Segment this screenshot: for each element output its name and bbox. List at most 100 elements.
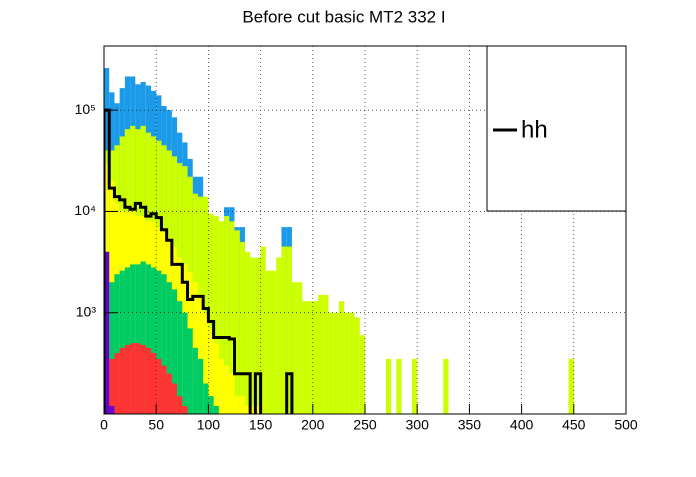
bar: [271, 270, 277, 414]
bar: [349, 312, 355, 414]
bar: [197, 358, 204, 414]
bar: [302, 301, 308, 414]
bar: [323, 294, 329, 414]
x-tick-label: 400: [510, 417, 534, 433]
bar: [286, 246, 292, 414]
bar: [312, 301, 319, 414]
bar: [203, 196, 209, 414]
bar: [130, 264, 136, 414]
bar: [156, 358, 162, 414]
bar: [255, 405, 261, 414]
bar: [354, 317, 360, 414]
line-series: [104, 108, 252, 414]
bar: [213, 405, 219, 414]
bar: [318, 294, 324, 414]
bar: [203, 312, 209, 414]
bar: [182, 405, 188, 414]
bar: [224, 365, 230, 414]
bar: [213, 343, 219, 414]
bar: [114, 274, 120, 414]
bar: [166, 373, 172, 414]
bar: [203, 383, 209, 414]
bar: [150, 353, 157, 414]
bar: [443, 358, 449, 414]
legend-label: hh: [521, 116, 548, 143]
bar: [208, 328, 214, 414]
bar: [109, 358, 115, 414]
bar: [344, 312, 350, 414]
bar: [171, 289, 178, 414]
bar: [385, 358, 392, 414]
bar: [182, 312, 188, 414]
bar: [140, 261, 146, 414]
bar: [145, 264, 151, 414]
bar: [192, 347, 198, 414]
bar: [130, 343, 136, 414]
bar: [145, 347, 151, 414]
bar: [161, 274, 167, 414]
bar: [124, 345, 131, 414]
x-tick-label: 100: [197, 417, 221, 433]
x-tick-label: 450: [562, 417, 586, 433]
bar: [208, 213, 214, 414]
bar: [291, 282, 298, 414]
y-tick-label: 10⁵: [75, 101, 96, 117]
bar: [109, 405, 115, 414]
bar: [281, 246, 287, 414]
bar: [124, 267, 131, 414]
x-tick-label: 300: [406, 417, 430, 433]
x-tick-label: 50: [148, 417, 164, 433]
x-tick-label: 0: [100, 417, 108, 433]
bar: [338, 301, 345, 414]
bar: [171, 383, 178, 414]
bar: [119, 347, 125, 414]
bar: [140, 345, 146, 414]
x-tick-label: 500: [614, 417, 638, 433]
bar: [255, 257, 261, 414]
bar: [396, 358, 402, 414]
bar: [218, 221, 225, 414]
bar: [177, 396, 183, 414]
bar: [234, 396, 240, 414]
bar: [229, 221, 235, 414]
y-tick-label: 10⁴: [74, 202, 96, 218]
bar: [250, 405, 256, 414]
x-tick-label: 250: [353, 417, 377, 433]
bar: [244, 251, 251, 414]
bar: [276, 257, 282, 414]
bar: [213, 216, 219, 414]
bar: [239, 241, 245, 414]
bar: [197, 294, 204, 414]
y-tick-label: 10³: [76, 303, 97, 319]
bar: [104, 251, 110, 414]
bar: [260, 246, 266, 414]
bar: [359, 335, 365, 414]
bar: [234, 230, 240, 414]
bar: [177, 301, 183, 414]
bar: [114, 353, 120, 414]
bar: [224, 216, 230, 414]
bar: [166, 282, 172, 414]
line-series: [253, 372, 263, 414]
bar: [208, 396, 214, 414]
chart-title: Before cut basic MT2 332 I: [242, 7, 445, 26]
bar: [135, 343, 141, 414]
plot-area: [104, 68, 574, 414]
bar: [109, 282, 115, 414]
x-tick-label: 350: [458, 417, 482, 433]
bar: [161, 365, 167, 414]
bar: [250, 257, 256, 414]
bar: [307, 301, 313, 414]
bar: [119, 270, 125, 414]
bar: [187, 328, 193, 414]
bar: [229, 373, 235, 414]
bar: [328, 312, 334, 414]
bar: [150, 267, 157, 414]
bar: [297, 282, 303, 414]
bar: [568, 358, 574, 414]
bar: [135, 264, 141, 414]
bar: [156, 270, 162, 414]
bar: [244, 405, 251, 414]
bar: [218, 358, 225, 414]
